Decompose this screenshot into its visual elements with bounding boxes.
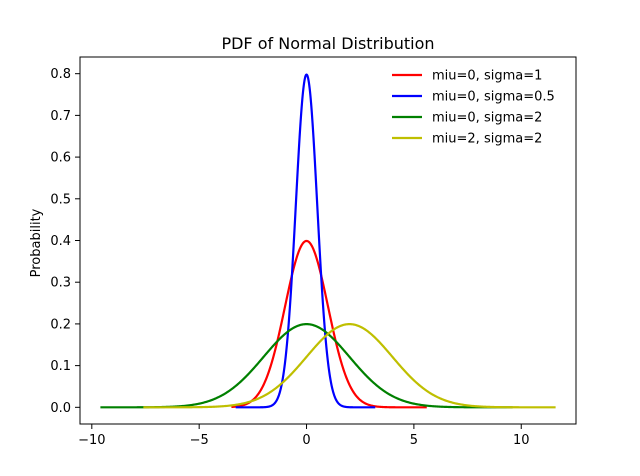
y-tick-label: 0.5 xyxy=(50,192,71,207)
y-tick-label: 0.1 xyxy=(50,359,71,374)
series-line-4 xyxy=(143,323,556,409)
y-axis-label: Probability xyxy=(29,208,44,277)
y-tick-label: 0.3 xyxy=(50,276,71,291)
x-tick-label: 10 xyxy=(513,433,530,448)
series-line-1 xyxy=(230,239,428,409)
x-tick-label: 5 xyxy=(410,433,418,448)
legend-label: miu=2, sigma=2 xyxy=(432,132,542,147)
series-line-3 xyxy=(100,323,513,409)
x-tick-label: 0 xyxy=(302,433,310,448)
axes-layer: −10 −5 0 5 10 0.0 0.1 0.2 0.3 0.4 0.5 0.6 0.7 0.8 xyxy=(50,56,577,448)
series-layer xyxy=(100,73,556,409)
x-tick-label: −10 xyxy=(78,433,105,448)
y-tick-label: 0.7 xyxy=(50,109,71,124)
y-tick-label: 0.2 xyxy=(50,317,71,332)
y-tick-label: 0.8 xyxy=(50,67,71,82)
y-tick-label: 0.6 xyxy=(50,151,71,166)
legend: miu=0, sigma=1 miu=0, sigma=0.5 miu=0, sig… xyxy=(392,69,555,147)
chart-title: PDF of Normal Distribution xyxy=(221,34,434,53)
legend-label: miu=0, sigma=0.5 xyxy=(432,90,555,105)
legend-label: miu=0, sigma=1 xyxy=(432,69,542,84)
y-tick-label: 0.4 xyxy=(50,234,71,249)
series-line-2 xyxy=(234,73,376,409)
legend-label: miu=0, sigma=2 xyxy=(432,111,542,126)
x-tick-label: −5 xyxy=(190,433,209,448)
y-tick-label: 0.0 xyxy=(50,401,71,416)
